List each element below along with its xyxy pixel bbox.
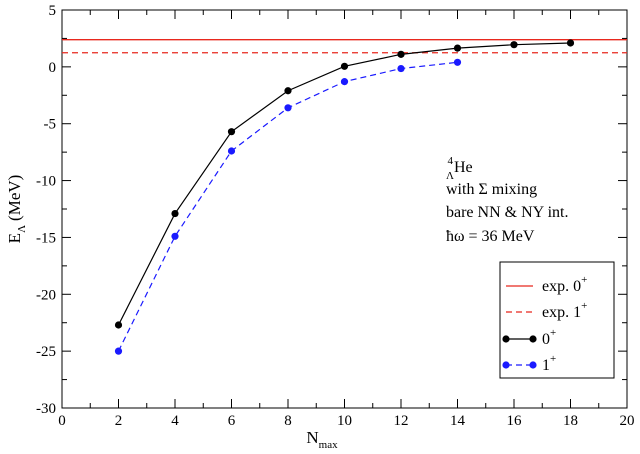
- data-point: [340, 78, 349, 86]
- legend-label: 0+: [542, 327, 556, 348]
- data-point: [227, 128, 236, 136]
- data-point: [284, 104, 292, 112]
- legend-label: exp. 1+: [542, 300, 587, 321]
- data-point: [171, 209, 179, 218]
- x-tick-label: 10: [337, 413, 352, 429]
- y-tick-label: 5: [49, 3, 57, 19]
- legend-marker: [529, 335, 537, 343]
- data-point: [566, 39, 575, 47]
- legend: exp. 0+ exp. 1+ 0+ 1+: [499, 261, 615, 379]
- x-tick-label: 18: [563, 413, 578, 429]
- x-tick-label: 0: [58, 413, 66, 429]
- x-tick-label: 8: [284, 413, 292, 429]
- tick-labels: 0 2 4 6 8 10 12 14 16 18 20 -30 -25 -20 -15 -10 -5 0 5: [36, 3, 635, 429]
- data-point: [453, 44, 462, 52]
- annotation-hbar-omega: ħω = 36 MeV: [446, 228, 535, 245]
- nucleus-label: 4 ΛHe: [446, 155, 473, 182]
- data-point: [114, 321, 123, 329]
- y-tick-label: -5: [44, 117, 57, 133]
- y-axis-label: EΛ(MeV): [5, 175, 28, 244]
- data-point: [397, 50, 405, 58]
- x-tick-label: 14: [450, 413, 466, 429]
- y-tick-label: -15: [36, 230, 56, 246]
- annotation-block: 4 ΛHe with Σ mixing bare NN & NY int. ħω …: [446, 155, 569, 245]
- data-point: [171, 232, 179, 240]
- x-tick-label: 6: [228, 413, 236, 429]
- legend-marker: [502, 335, 510, 343]
- legend-marker: [529, 361, 537, 369]
- legend-label: 1+: [542, 353, 556, 374]
- x-tick-label: 2: [115, 413, 123, 429]
- y-tick-label: -30: [36, 401, 56, 417]
- data-point: [510, 41, 518, 49]
- x-tick-label: 12: [394, 413, 409, 429]
- ticks: [61, 9, 628, 409]
- data-point: [227, 147, 236, 155]
- annotation-mixing: with Σ mixing: [446, 181, 537, 198]
- y-tick-label: 0: [49, 60, 57, 76]
- x-tick-label: 20: [620, 413, 635, 429]
- x-tick-label: 4: [171, 413, 179, 429]
- reference-lines: [62, 39, 627, 54]
- data-point: [114, 347, 123, 355]
- y-tick-label: -25: [36, 344, 56, 360]
- data-point: [284, 87, 292, 95]
- x-tick-label: 16: [507, 413, 523, 429]
- legend-box: [499, 261, 615, 379]
- legend-marker: [502, 361, 510, 369]
- data-point: [453, 58, 462, 66]
- annotation-interaction: bare NN & NY int.: [446, 204, 569, 221]
- x-axis-label: Nmax: [306, 428, 338, 451]
- y-tick-label: -10: [36, 174, 56, 190]
- data-points: [114, 39, 575, 355]
- data-point: [397, 64, 405, 73]
- data-point: [340, 62, 349, 70]
- legend-label: exp. 0+: [542, 274, 587, 295]
- y-tick-label: -20: [36, 287, 56, 303]
